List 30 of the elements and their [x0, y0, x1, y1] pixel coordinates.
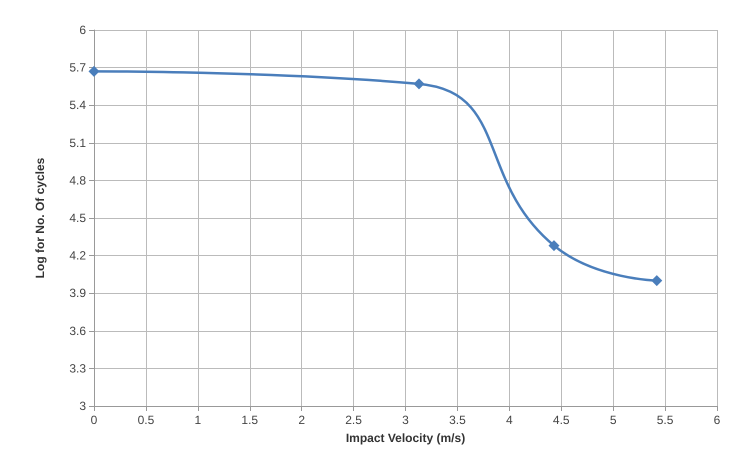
point	[88, 66, 100, 77]
x-tick-label: 4.5	[552, 413, 570, 427]
x-tick-label: 2.5	[345, 413, 362, 427]
y-axis-title: Log for No. Of cycles	[33, 157, 47, 278]
y-tick-label: 3	[79, 399, 86, 413]
y-tick-label: 6	[79, 23, 86, 37]
y-tick-label: 3.6	[69, 324, 86, 338]
y-tick-label: 5.1	[69, 136, 86, 150]
x-axis-title: Impact Velocity (m/s)	[346, 431, 466, 445]
y-tick-label: 4.8	[69, 173, 86, 188]
x-tick-label: 1	[194, 413, 202, 427]
x-tick-label: 4	[506, 413, 513, 427]
point	[414, 78, 424, 90]
y-tick-label: 4.2	[69, 248, 86, 263]
point	[548, 240, 560, 252]
x-tick-label: 6	[714, 413, 721, 427]
x-tick-label: 5.5	[656, 413, 674, 427]
y-tick-label: 5.4	[69, 98, 86, 112]
y-tick-label: 4.5	[69, 211, 86, 225]
x-tick-label: 3	[402, 413, 410, 427]
y-tick-label: 3.9	[69, 286, 86, 300]
x-tick-label: 2	[298, 413, 306, 427]
x-tick-label: 0.5	[138, 413, 155, 427]
point	[651, 275, 662, 286]
x-tick-label: 1.5	[241, 413, 258, 427]
x-tick-label: 5	[610, 413, 617, 427]
y-tick-label: 3.3	[69, 361, 86, 376]
x-tick-label: 0	[90, 413, 98, 427]
y-tick-label: 5.7	[69, 60, 86, 75]
x-tick-label: 3.5	[449, 413, 466, 427]
